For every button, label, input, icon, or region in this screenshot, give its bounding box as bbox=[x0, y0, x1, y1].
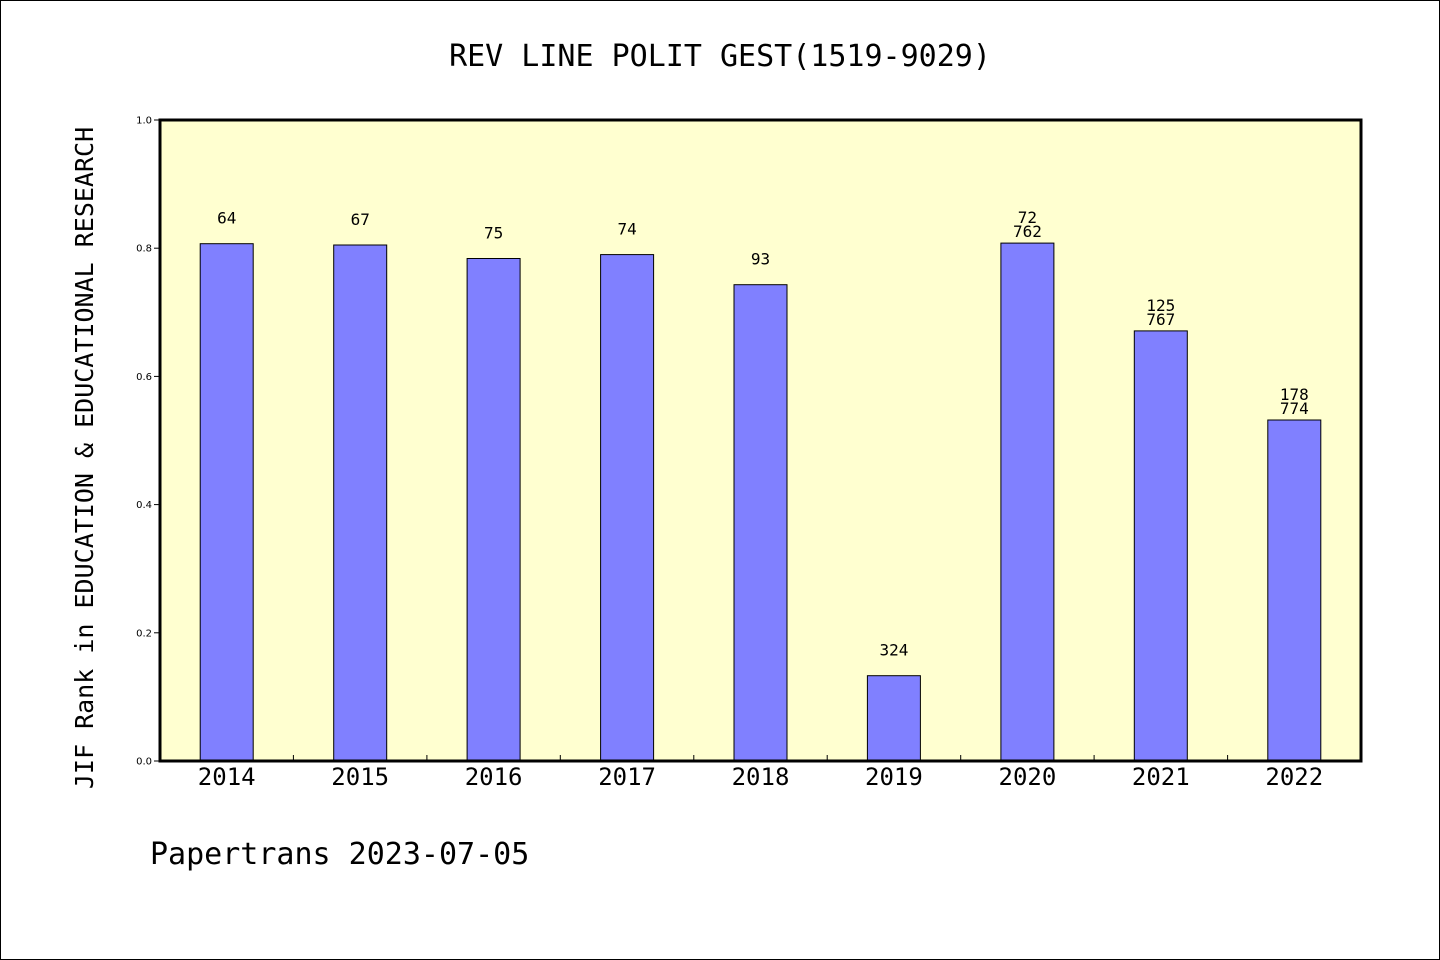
bar-2019 bbox=[866, 675, 921, 762]
bar-label-2016: 75 bbox=[484, 224, 503, 243]
x-ticks-layer: 2014 2015 2016 2017 2018 2019 2020 2021 2022 bbox=[198, 755, 1323, 791]
bars-layer bbox=[199, 242, 1322, 762]
bar-label-2017: 74 bbox=[617, 220, 636, 239]
bar-2017 bbox=[600, 254, 655, 762]
x-tick-label-2019: 2019 bbox=[865, 763, 923, 791]
x-tick-label-2022: 2022 bbox=[1265, 763, 1323, 791]
x-tick-label-2017: 2017 bbox=[598, 763, 656, 791]
chart-title: REV LINE POLIT GEST(1519-9029) bbox=[449, 39, 991, 74]
y-tick-label-0.2: 0.2 bbox=[136, 628, 152, 639]
bar-2021 bbox=[1133, 330, 1188, 762]
bar-label-2018: 93 bbox=[751, 250, 770, 269]
y-tick-label-0.6: 0.6 bbox=[136, 372, 152, 383]
bar-2015 bbox=[333, 244, 388, 762]
x-tick-label-2018: 2018 bbox=[732, 763, 790, 791]
x-tick-label-2015: 2015 bbox=[331, 763, 389, 791]
x-tick-label-2020: 2020 bbox=[999, 763, 1057, 791]
bar-2016 bbox=[466, 258, 521, 762]
plot-border bbox=[158, 118, 1363, 763]
x-tick-label-2014: 2014 bbox=[198, 763, 256, 791]
bar-2020 bbox=[1000, 242, 1055, 762]
bar-label-2022-line1: 178 bbox=[1280, 385, 1309, 404]
bar-label-2019: 324 bbox=[879, 641, 908, 660]
y-tick-label-1.0: 1.0 bbox=[136, 116, 152, 127]
bar-label-2015: 67 bbox=[351, 210, 370, 229]
bar-label-2021-line1: 125 bbox=[1146, 296, 1175, 315]
bar-label-2020-line2: 762 bbox=[1013, 222, 1042, 241]
x-tick-label-2016: 2016 bbox=[465, 763, 523, 791]
y-tick-label-0.4: 0.4 bbox=[136, 500, 152, 511]
footer-source-date: Papertrans 2023-07-05 bbox=[150, 837, 529, 872]
bar-label-2022-line2: 774 bbox=[1280, 399, 1309, 418]
x-tick-label-2021: 2021 bbox=[1132, 763, 1190, 791]
y-ticks-layer: 0.0 0.2 0.4 0.6 0.8 1.0 bbox=[136, 116, 160, 768]
y-tick-label-0.8: 0.8 bbox=[136, 244, 152, 255]
bar-label-2020-line1: 72 bbox=[1018, 208, 1037, 227]
bar-2022 bbox=[1267, 419, 1322, 762]
bar-label-2021-line2: 767 bbox=[1146, 310, 1175, 329]
y-tick-label-0.0: 0.0 bbox=[136, 757, 152, 768]
bar-2018 bbox=[733, 284, 788, 762]
bar-2014 bbox=[199, 243, 254, 762]
y-axis-label: JIF Rank in EDUCATION & EDUCATIONAL RESE… bbox=[70, 127, 99, 789]
bar-label-2014: 64 bbox=[217, 209, 236, 228]
